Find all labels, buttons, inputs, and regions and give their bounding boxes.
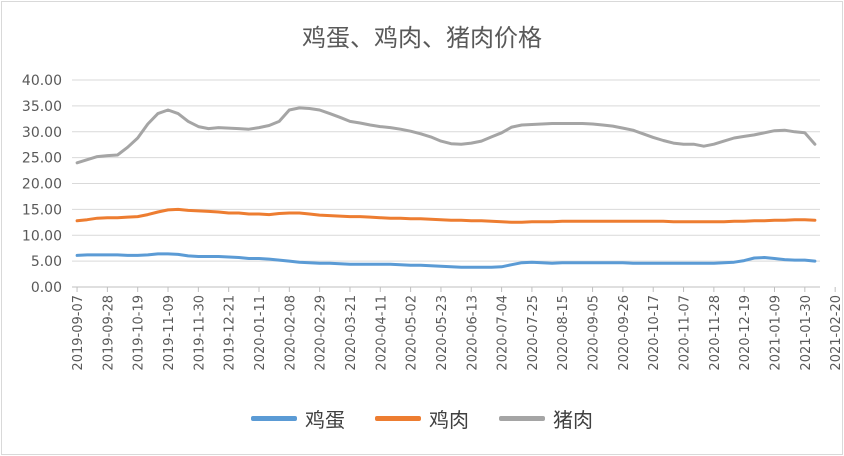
x-tick-label: 2020-09-05	[587, 295, 602, 371]
x-tick-label: 2019-12-21	[223, 295, 238, 371]
x-tick-label: 2019-10-19	[132, 295, 147, 371]
chart-title: 鸡蛋、鸡肉、猪肉价格	[302, 24, 542, 52]
legend-swatch-pork	[499, 416, 545, 421]
y-tick-label: 20.00	[22, 177, 62, 193]
x-tick-label: 2019-09-28	[101, 295, 116, 371]
x-tick-label: 2020-04-11	[374, 295, 389, 371]
x-tick-label: 2019-11-30	[192, 295, 207, 371]
x-tick-label: 2019-09-07	[71, 295, 86, 371]
x-tick-label: 2020-02-08	[283, 295, 298, 371]
legend-swatch-egg	[251, 416, 297, 421]
x-tick-label: 2021-02-20	[829, 295, 844, 371]
x-tick-label: 2020-05-23	[435, 295, 450, 371]
x-tick-label: 2020-10-17	[647, 295, 662, 371]
series-line-2	[75, 106, 817, 165]
x-tick-label: 2020-09-26	[617, 295, 632, 371]
y-tick-label: 5.00	[31, 254, 62, 270]
legend-label-chicken: 鸡肉	[429, 408, 469, 432]
x-tick-label: 2020-07-25	[526, 295, 541, 371]
legend-item-egg: 鸡蛋	[251, 404, 345, 433]
x-tick-label: 2020-02-29	[314, 295, 329, 371]
legend: 鸡蛋 鸡肉 猪肉	[0, 404, 844, 433]
x-tick-label: 2020-01-11	[253, 295, 268, 371]
x-tick-label: 2020-05-02	[405, 295, 420, 371]
legend-label-egg: 鸡蛋	[305, 408, 345, 432]
x-tick-label: 2020-08-15	[556, 295, 571, 371]
legend-item-chicken: 鸡肉	[375, 404, 469, 433]
x-tick-label: 2020-06-13	[465, 295, 480, 371]
y-tick-label: 35.00	[22, 99, 62, 115]
legend-label-pork: 猪肉	[553, 408, 593, 432]
legend-swatch-chicken	[375, 416, 421, 421]
y-tick-label: 25.00	[22, 151, 62, 167]
x-tick-label: 2020-03-21	[344, 295, 359, 371]
y-tick-label: 15.00	[22, 202, 62, 218]
x-tick-label: 2021-01-09	[769, 295, 784, 371]
x-tick-label: 2019-11-09	[162, 295, 177, 371]
series-line-1	[75, 207, 817, 224]
y-tick-label: 40.00	[22, 73, 62, 89]
y-tick-label: 30.00	[22, 125, 62, 141]
x-tick-label: 2020-12-19	[738, 295, 753, 371]
x-tick-label: 2020-11-28	[708, 295, 723, 371]
x-tick-label: 2021-01-30	[799, 295, 814, 371]
series-line-0	[75, 252, 817, 269]
legend-item-pork: 猪肉	[499, 404, 593, 433]
y-tick-label: 10.00	[22, 228, 62, 244]
x-tick-label: 2020-07-04	[496, 295, 511, 371]
x-tick-label: 2020-11-07	[678, 295, 693, 371]
y-tick-label: 0.00	[31, 280, 62, 296]
